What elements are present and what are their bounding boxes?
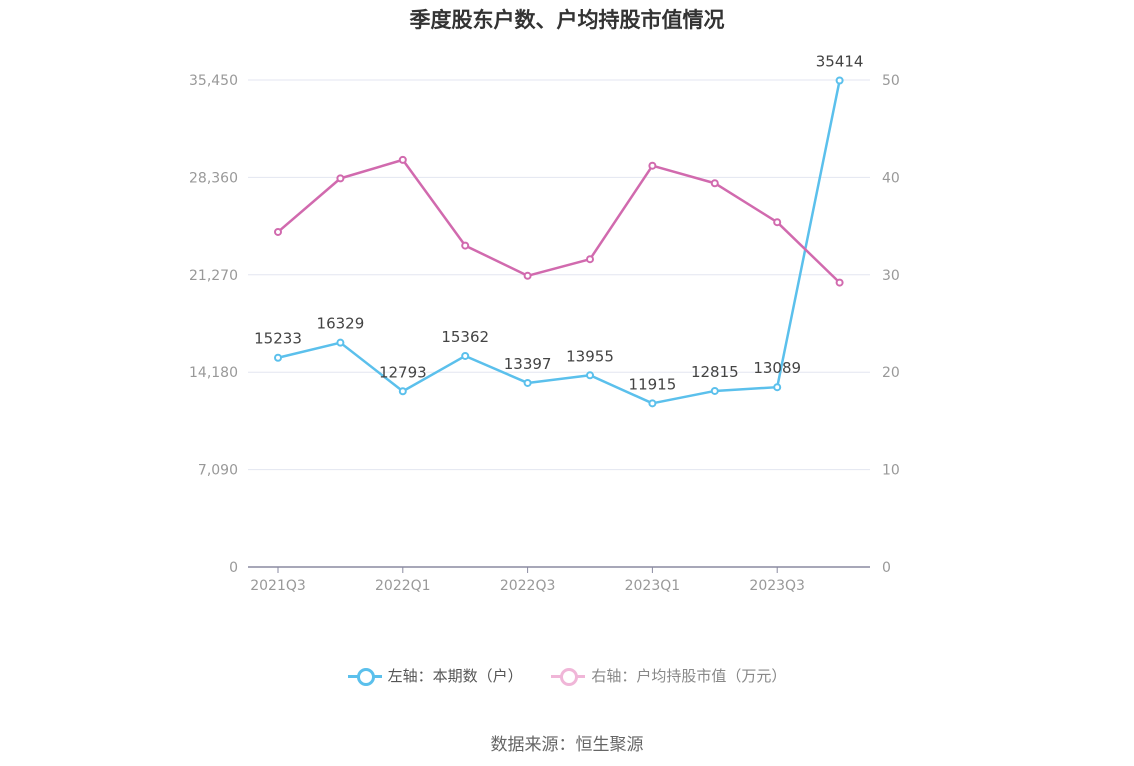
data-point-left [461,351,470,360]
right-axis-tick-label: 40 [882,170,900,186]
axes: 0 0 7,090 10 14,180 20 21,270 30 28,360 40 35,450 5… [189,73,900,594]
legend-swatch-pink-icon [551,667,586,686]
legend-label-right-axis: 右轴：户均持股市值（万元） [591,667,787,685]
data-point-left [710,386,719,395]
data-point-right [586,255,594,264]
data-label: 35414 [816,52,864,70]
data-point-right [274,227,282,236]
x-axis-tick-label: 2021Q3 [250,578,306,594]
right-axis-tick-label: 0 [882,560,891,576]
data-point-right [398,155,407,164]
legend-item-left-axis[interactable]: 左轴：本期数（户） [347,665,523,686]
legend: 左轴：本期数（户） 右轴：户均持股市值（万元） [0,665,1134,689]
data-point-right [336,174,345,183]
x-axis-tick-label: 2022Q1 [375,578,431,594]
data-point-right [523,271,532,280]
data-point-left [586,371,594,380]
data-point-left [274,353,282,362]
left-axis-tick-label: 0 [229,560,238,576]
right-axis-tick-label: 10 [882,463,900,479]
data-source: 数据来源：恒生聚源 [490,735,644,755]
data-label: 15233 [254,330,302,348]
x-axis-tick-label: 2023Q1 [625,578,681,594]
data-labels: 15233 16329 12793 15362 13397 13955 11915 12815… [254,52,863,393]
left-axis-tick-label: 7,090 [198,463,238,479]
data-label: 12793 [379,363,427,381]
data-point-right [835,278,844,287]
data-point-left [336,338,345,347]
left-axis-tick-label: 14,180 [189,365,238,381]
dual-axis-line-chart: 0 0 7,090 10 14,180 20 21,270 30 28,360 40 35,450 5… [189,52,900,594]
data-point-right [710,179,719,188]
data-point-left [835,76,844,85]
data-label: 13955 [566,347,614,365]
data-label: 13089 [753,359,801,377]
right-axis-tick-label: 20 [882,365,900,381]
data-label: 11915 [629,375,677,393]
right-axis-tick-label: 30 [882,268,900,284]
chart-title: 季度股东户数、户均持股市值情况 [409,8,725,32]
left-axis-tick-label: 28,360 [189,170,238,186]
data-label: 16329 [317,315,365,333]
data-point-right [648,161,657,170]
data-point-left [398,387,407,396]
data-label: 12815 [691,363,739,381]
grid-lines [248,79,870,471]
x-axis-tick-label: 2023Q3 [749,578,805,594]
left-axis-tick-label: 21,270 [189,268,238,284]
series-line-right [277,158,841,284]
x-axis-tick-label: 2022Q3 [500,578,556,594]
legend-item-right-axis[interactable]: 右轴：户均持股市值（万元） [551,665,786,686]
series [274,76,844,408]
data-point-left [523,378,532,387]
data-point-right [461,241,470,250]
legend-swatch-blue-icon [347,667,382,686]
left-axis-tick-label: 35,450 [189,73,238,89]
data-point-left [773,383,782,392]
legend-label-left-axis: 左轴：本期数（户） [387,667,523,685]
right-axis-tick-label: 50 [882,73,900,89]
data-point-left [648,399,657,408]
data-point-right [773,218,782,227]
data-label: 13397 [504,355,552,373]
data-label: 15362 [441,328,489,346]
series-line-left [277,80,841,405]
